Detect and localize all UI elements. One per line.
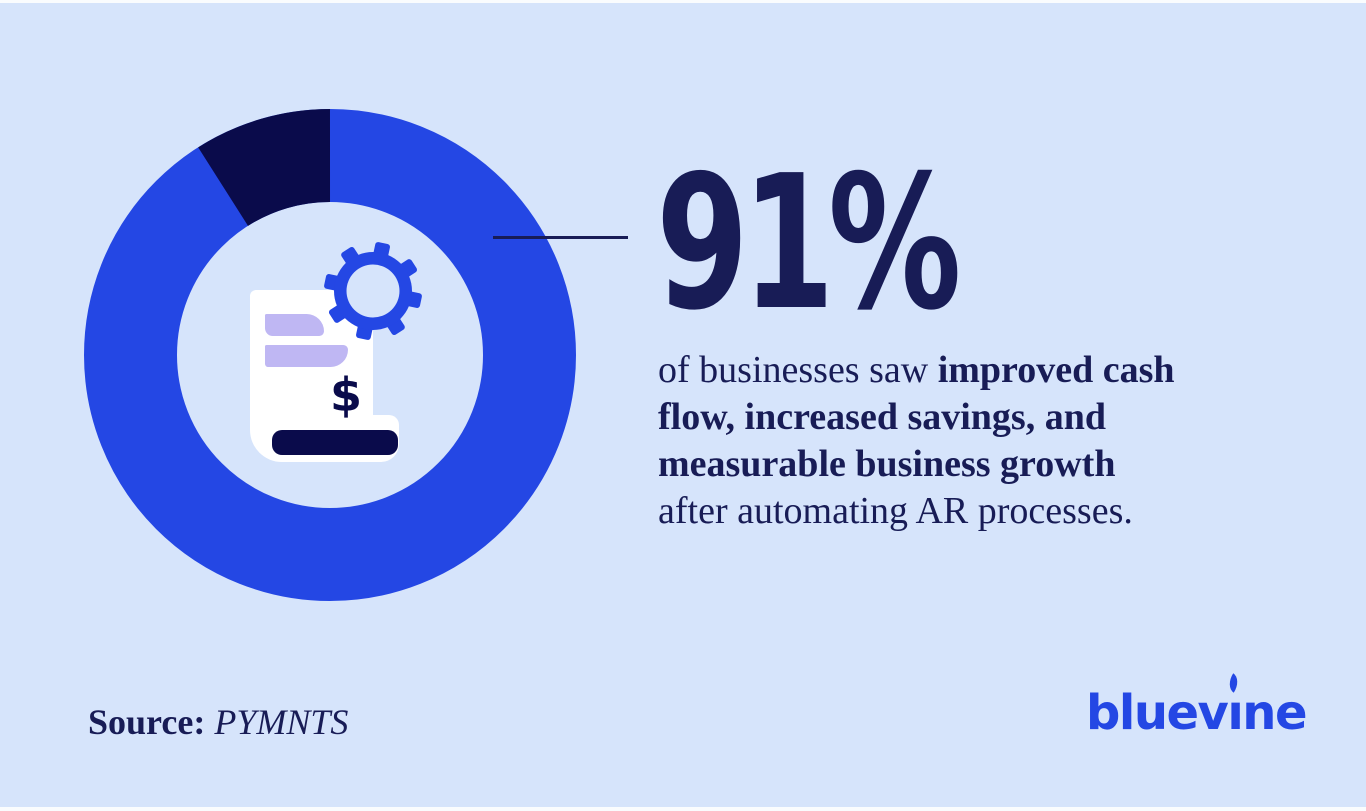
invoice-text-line-icon	[265, 345, 348, 367]
invoice-footer-bar	[272, 430, 398, 455]
statement-text: of businesses saw improved cash flow, inc…	[658, 349, 1175, 532]
logo-text-part1: bluev	[1086, 685, 1229, 741]
callout-line	[493, 236, 628, 239]
dollar-sign-icon: $	[330, 368, 363, 422]
donut-chart	[84, 109, 576, 601]
bottom-edge-strip	[0, 807, 1366, 811]
source-label: Source:	[88, 702, 206, 742]
gear-icon	[324, 242, 422, 340]
donut-remainder-segment	[198, 109, 332, 227]
bluevine-logo: bluev ıne	[1086, 673, 1308, 737]
source-line: Source: PYMNTS	[88, 701, 348, 743]
invoice-text-line-icon	[265, 314, 324, 336]
donut-main-segment	[84, 109, 576, 601]
source-value: PYMNTS	[214, 702, 349, 742]
logo-i: ı	[1224, 673, 1244, 737]
logo-text-part2: ne	[1242, 685, 1307, 741]
top-edge-strip	[0, 0, 1366, 3]
headline-stat: 91%	[656, 135, 962, 351]
